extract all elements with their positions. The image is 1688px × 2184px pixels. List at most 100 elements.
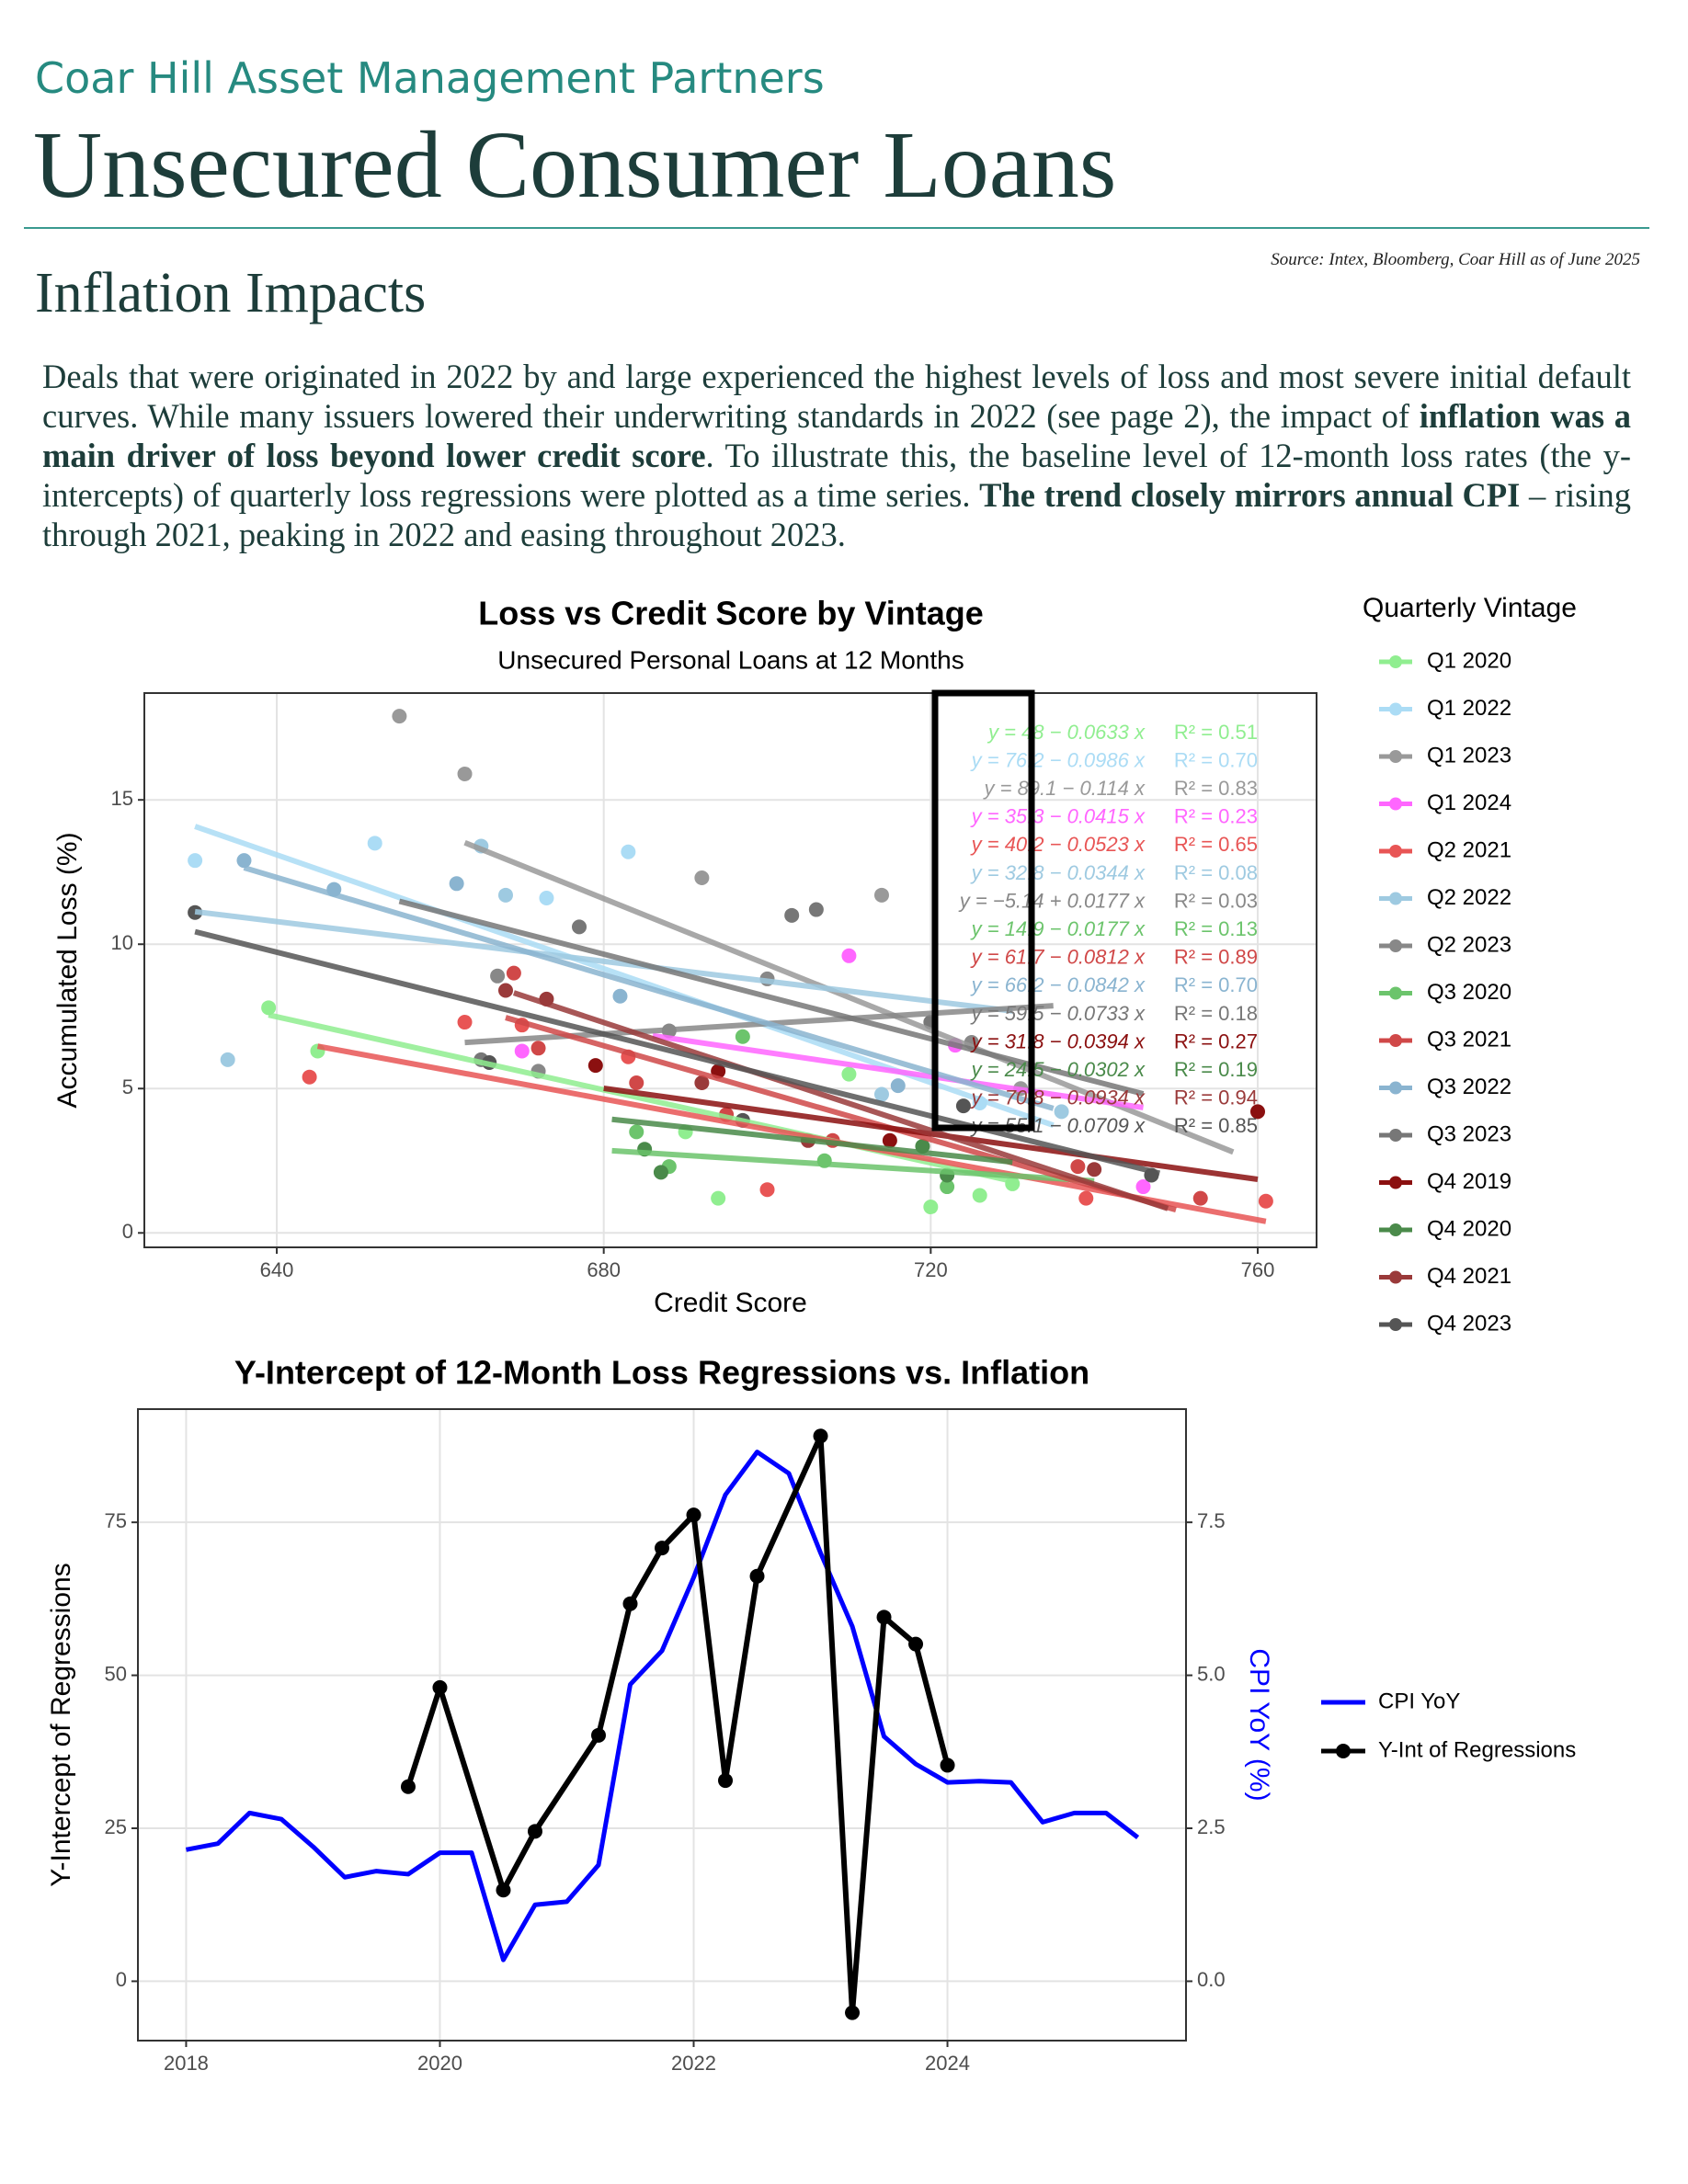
equation-label: y = 32.8 − 0.0344 x [970,861,1146,884]
legend-label: Q4 2019 [1427,1169,1511,1194]
r2-label: R² = 0.89 [1174,946,1258,969]
data-point [527,1824,542,1839]
legend-label: Q4 2021 [1427,1264,1511,1289]
data-point [653,1165,668,1180]
data-point [506,965,521,981]
legend-label: Q1 2024 [1427,791,1511,815]
legend-dot [1389,845,1402,858]
data-point [392,709,407,724]
x-tick-label: 2022 [671,2052,716,2075]
page-title: Unsecured Consumer Loans [33,112,1117,218]
legend-label: Q1 2022 [1427,696,1511,721]
x-tick-label: 2024 [925,2052,970,2075]
data-point [367,836,382,851]
data-point [449,876,464,892]
series-line [185,1450,1140,1962]
data-point [749,1568,765,1584]
x-tick-label: 2018 [164,2052,209,2075]
y-tick-label: 50 [105,1662,127,1685]
data-point [587,1058,603,1074]
body-segment: – rising through 2021, peaking in 2022 a… [42,476,1631,553]
data-point [882,1132,897,1148]
equation-label: y = 89.1 − 0.114 x [983,777,1146,800]
legend-label: Y-Int of Regressions [1378,1737,1576,1762]
data-point [302,1069,317,1085]
equation-label: y = 48 − 0.0633 x [987,721,1146,744]
data-point [759,1182,775,1198]
y-axis-label: Accumulated Loss (%) [52,832,83,1108]
legend-dot [1389,1223,1402,1236]
data-point [400,1779,416,1794]
data-point [629,1124,644,1140]
y-tick-label: 25 [105,1815,127,1838]
legend-label: Q4 2020 [1427,1216,1511,1241]
data-point [972,1188,987,1203]
data-point [686,1507,701,1523]
data-point [808,902,824,917]
data-point [1192,1190,1208,1206]
body-segment: . To illustrate this, the baseline level… [42,437,1631,514]
data-point [940,1757,955,1773]
r2-label: R² = 0.83 [1174,777,1258,800]
section-title: Inflation Impacts [35,262,427,324]
legend-dot [1389,939,1402,952]
legend-dot [1389,1176,1402,1189]
legend-label: CPI YoY [1378,1689,1460,1713]
legend-label: Q3 2020 [1427,980,1511,1005]
data-point [784,907,800,923]
y-tick-label: 10 [111,931,133,954]
data-point [220,1052,235,1067]
r2-label: R² = 0.27 [1174,1029,1258,1052]
equation-label: y = 35.3 − 0.0415 x [970,805,1146,828]
data-point [188,853,203,869]
y-tick-label: 15 [111,787,133,810]
data-point [1078,1190,1094,1206]
data-point [629,1075,644,1090]
x-tick-label: 720 [914,1258,948,1281]
equation-label: y = 31.8 − 0.0394 x [970,1029,1146,1052]
data-point [955,1098,971,1114]
r2-label: R² = 0.70 [1174,748,1258,771]
data-point [612,988,628,1004]
data-point [923,1200,939,1215]
data-point [908,1636,924,1652]
r2-label: R² = 0.85 [1174,1114,1258,1137]
data-point [841,948,857,963]
legend-dot [1389,1129,1402,1142]
legend-dot [1389,892,1402,905]
data-point [457,1015,473,1030]
data-point [497,983,513,998]
data-point [876,1610,892,1625]
plot-border [137,1408,1187,2042]
data-point [497,887,513,903]
data-point [432,1679,448,1695]
data-point [572,919,587,935]
plot-area [138,1409,1186,2041]
legend-label: Q2 2022 [1427,885,1511,910]
regression-line [512,990,1169,1211]
equation-label: y = 59.5 − 0.0733 x [970,1002,1146,1025]
legend-dot [1389,655,1402,668]
chart-subtitle: Unsecured Personal Loans at 12 Months [497,645,964,674]
legend-label: Q1 2023 [1427,743,1511,768]
r2-label: R² = 0.18 [1174,1002,1258,1025]
y-tick-label: 0 [116,1968,127,1991]
data-point [457,766,473,781]
y-axis-label: Y-Intercept of Regressions [46,1563,76,1886]
legend-dot [1389,986,1402,1000]
r2-label: R² = 0.03 [1174,889,1258,912]
r2-label: R² = 0.08 [1174,861,1258,884]
legend-dot [1389,702,1402,716]
y-tick-label: 5 [122,1075,133,1098]
series-layer [188,709,1273,1224]
legend-dot [1336,1744,1351,1758]
equation-label: y = 40.2 − 0.0523 x [970,833,1146,856]
data-point [1135,1179,1151,1195]
equation-label: y = 76.2 − 0.0986 x [970,748,1146,771]
data-point [496,1883,511,1898]
r2-label: R² = 0.94 [1174,1086,1258,1109]
r2-label: R² = 0.13 [1174,917,1258,940]
y2-axis-label: CPI YoY (%) [1244,1648,1274,1801]
regression-line [194,928,1161,1177]
